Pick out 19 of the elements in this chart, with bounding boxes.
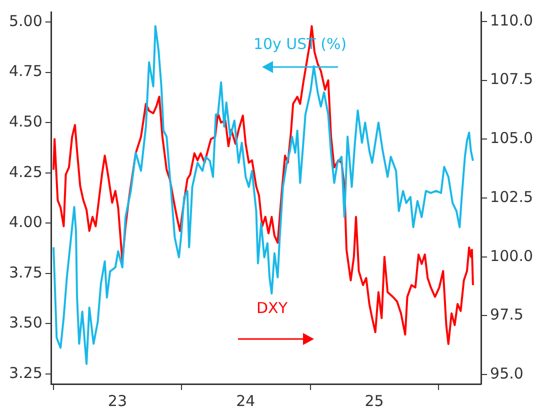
y-tick-label: 4.00	[8, 213, 42, 232]
annotation: DXY	[256, 299, 288, 317]
y2-tick-label: 110.0	[490, 11, 534, 30]
y2-tick-label: 95.0	[490, 364, 524, 382]
y2-tick-label: 97.5	[490, 306, 524, 324]
y-tick-label: 4.50	[8, 112, 42, 130]
y2-tick-label: 100.0	[490, 246, 534, 265]
y-tick-label: 5.00	[8, 12, 42, 30]
y-tick-label: 3.50	[8, 314, 42, 332]
x-tick-label: 23	[108, 392, 127, 410]
y2-tick-label: 107.5	[490, 70, 534, 88]
x-tick-label: 25	[364, 392, 384, 410]
y2-tick-label: 105.0	[490, 129, 534, 148]
x-tick-label: 24	[236, 392, 256, 410]
y-tick-label: 4.25	[8, 162, 42, 181]
y-tick-label: 3.75	[8, 263, 42, 282]
y-tick-label: 3.25	[8, 364, 42, 382]
y-tick-label: 4.75	[8, 62, 42, 80]
y2-tick-label: 102.5	[490, 188, 534, 206]
